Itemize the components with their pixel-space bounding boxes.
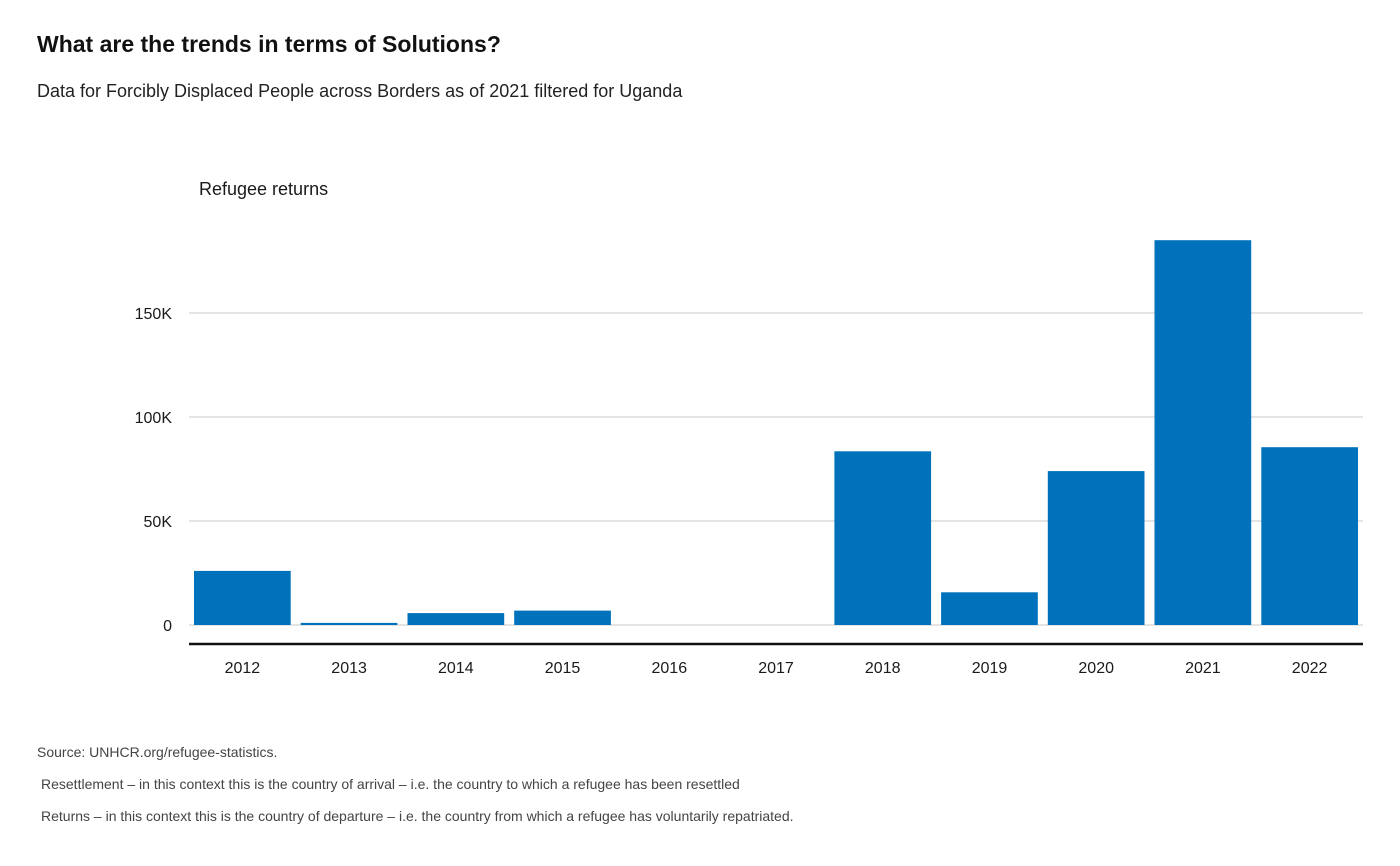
bar-2018 (834, 451, 932, 625)
x-tick-label-2014: 2014 (438, 660, 474, 677)
x-tick-label-2015: 2015 (545, 660, 581, 677)
resettlement-note: Resettlement – in this context this is t… (41, 776, 740, 792)
chart-title: What are the trends in terms of Solution… (37, 31, 501, 57)
x-tick-label-2019: 2019 (972, 660, 1008, 677)
x-tick-label-2018: 2018 (865, 660, 901, 677)
bars (194, 240, 1358, 625)
x-tick-label-2013: 2013 (331, 660, 367, 677)
x-tick-label-2020: 2020 (1078, 660, 1114, 677)
y-tick-label: 150K (135, 306, 173, 323)
bar-2019 (941, 592, 1038, 625)
bar-2014 (407, 613, 505, 625)
y-axis-title: Refugee returns (199, 179, 328, 199)
bar-2015 (514, 610, 611, 625)
x-tick-label-2021: 2021 (1185, 660, 1221, 677)
y-tick-label: 0 (163, 618, 172, 635)
x-tick-label-2022: 2022 (1292, 660, 1328, 677)
chart-subtitle: Data for Forcibly Displaced People acros… (37, 81, 683, 101)
source-note: Source: UNHCR.org/refugee-statistics. (37, 744, 278, 760)
bar-2013 (300, 622, 398, 625)
bar-2021 (1154, 240, 1252, 625)
x-tick-labels: 2012 2013 2014 2015 2016 2017 2018 2019 2020 2021… (225, 660, 1328, 677)
returns-note: Returns – in this context this is the co… (41, 808, 794, 824)
y-tick-label: 50K (144, 514, 173, 531)
x-tick-label-2017: 2017 (758, 660, 794, 677)
bar-2022 (1261, 447, 1358, 625)
x-tick-label-2012: 2012 (225, 660, 261, 677)
y-tick-labels: 0 50K 100K 150K (135, 306, 173, 635)
x-tick-label-2016: 2016 (652, 660, 688, 677)
y-tick-label: 100K (135, 410, 173, 427)
bar-2020 (1047, 471, 1145, 625)
bar-2012 (194, 570, 291, 625)
